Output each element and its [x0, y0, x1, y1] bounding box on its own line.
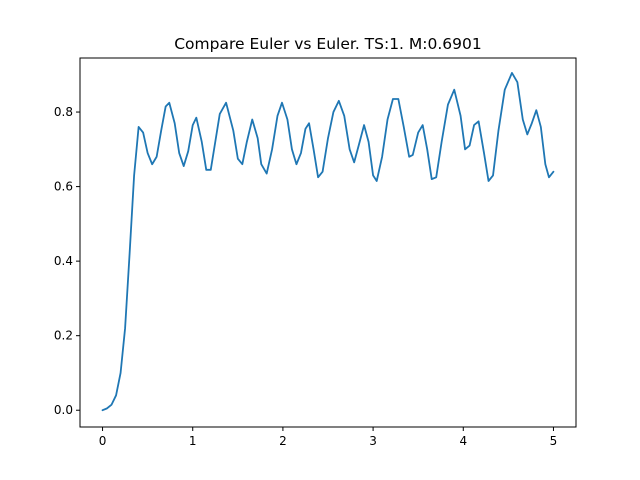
- y-tick-label: 0.2: [54, 329, 73, 343]
- y-tick-label: 0.6: [54, 180, 73, 194]
- y-tick-label: 0.0: [54, 403, 73, 417]
- x-tick-label: 1: [189, 434, 197, 448]
- y-tick-label: 0.8: [54, 105, 73, 119]
- series-line-0: [101, 72, 555, 412]
- plot-area: [101, 72, 555, 412]
- y-tick-label: 0.4: [54, 254, 73, 268]
- x-tick-label: 4: [459, 434, 467, 448]
- axes-frame: [79, 57, 577, 428]
- x-axis: 0 1 2 3 4 5: [99, 427, 558, 448]
- x-tick-label: 3: [369, 434, 377, 448]
- x-tick-label: 5: [550, 434, 558, 448]
- x-tick-label: 0: [99, 434, 107, 448]
- x-tick-label: 2: [279, 434, 287, 448]
- chart-title: Compare Euler vs Euler. TS:1. M:0.6901: [174, 35, 482, 53]
- y-axis: 0.0 0.2 0.4 0.6 0.8: [54, 105, 80, 417]
